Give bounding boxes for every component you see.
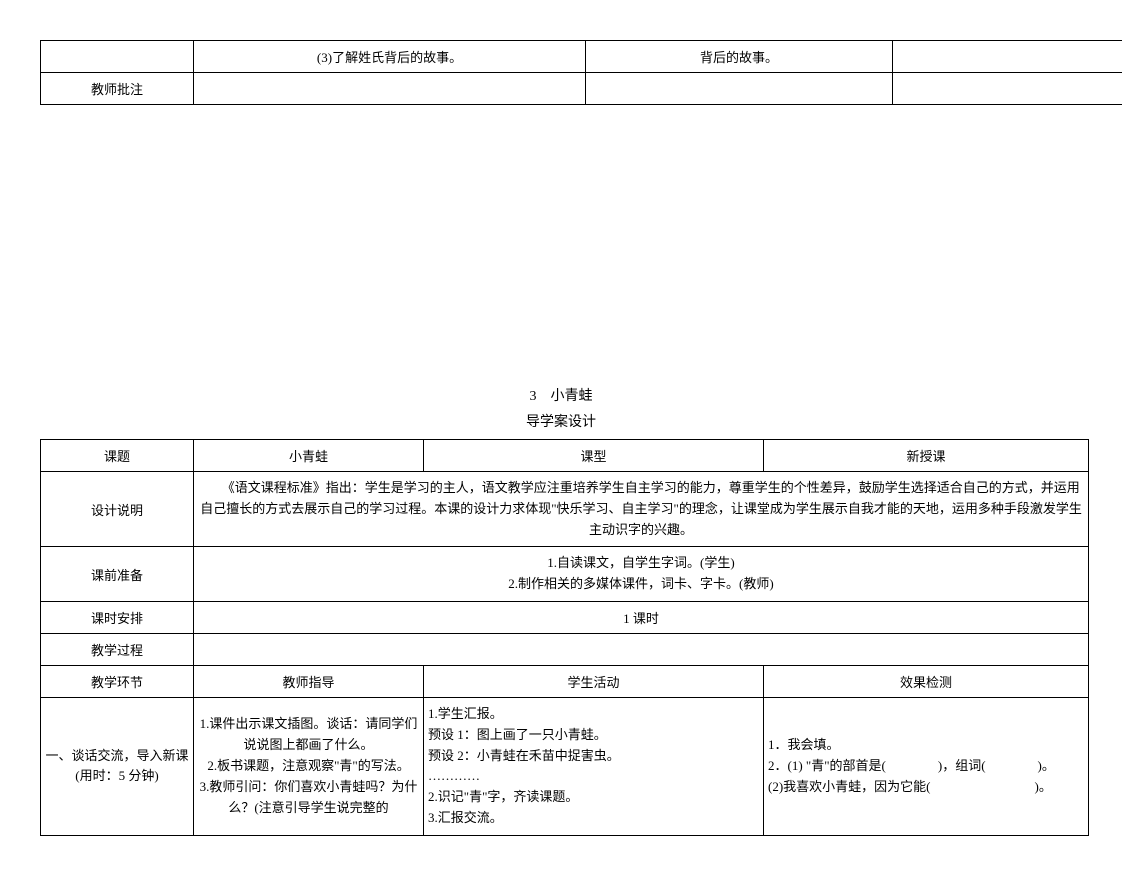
prep-text: 1.自读课文，自学生字词。(学生) 2.制作相关的多媒体课件，词卡、字卡。(教师… bbox=[194, 547, 1089, 602]
table-top: (3)了解姓氏背后的故事。 背后的故事。 教师批注 bbox=[40, 40, 1122, 105]
cell bbox=[893, 73, 1122, 105]
cell bbox=[41, 41, 194, 73]
process-empty bbox=[194, 633, 1089, 665]
design-label: 设计说明 bbox=[41, 472, 194, 547]
cell bbox=[586, 73, 893, 105]
table-row: 教学环节 教师指导 学生活动 效果检测 bbox=[41, 665, 1089, 697]
lesson-subtitle: 导学案设计 bbox=[40, 411, 1082, 431]
time-label: 课时安排 bbox=[41, 601, 194, 633]
table-row: 设计说明 《语文课程标准》指出：学生是学习的主人，语文教学应注重培养学生自主学习… bbox=[41, 472, 1089, 547]
table-row: 课题 小青蛙 课型 新授课 bbox=[41, 440, 1089, 472]
segment1-label: 一、谈话交流，导入新课(用时：5 分钟) bbox=[41, 697, 194, 835]
cell: (3)了解姓氏背后的故事。 bbox=[194, 41, 586, 73]
header-type-label: 课型 bbox=[424, 440, 764, 472]
header-type: 新授课 bbox=[764, 440, 1089, 472]
lesson-title-section: 3 小青蛙 导学案设计 bbox=[40, 385, 1082, 431]
lesson-title: 3 小青蛙 bbox=[40, 385, 1082, 405]
cell bbox=[893, 41, 1122, 73]
table-row: 教师批注 bbox=[41, 73, 1122, 105]
segment-header-1: 教学环节 bbox=[41, 665, 194, 697]
table-row: (3)了解姓氏背后的故事。 背后的故事。 bbox=[41, 41, 1122, 73]
segment-header-4: 效果检测 bbox=[764, 665, 1089, 697]
table-row: 课前准备 1.自读课文，自学生字词。(学生) 2.制作相关的多媒体课件，词卡、字… bbox=[41, 547, 1089, 602]
cell bbox=[194, 73, 586, 105]
header-title: 小青蛙 bbox=[194, 440, 424, 472]
time-value: 1 课时 bbox=[194, 601, 1089, 633]
table-row: 一、谈话交流，导入新课(用时：5 分钟) 1.课件出示课文插图。谈话：请同学们说… bbox=[41, 697, 1089, 835]
table-lesson-plan: 课题 小青蛙 课型 新授课 设计说明 《语文课程标准》指出：学生是学习的主人，语… bbox=[40, 439, 1089, 836]
segment-header-2: 教师指导 bbox=[194, 665, 424, 697]
process-label: 教学过程 bbox=[41, 633, 194, 665]
segment1-check: 1．我会填。 2．(1) "青"的部首是( )，组词( )。 (2)我喜欢小青蛙… bbox=[764, 697, 1089, 835]
table-row: 课时安排 1 课时 bbox=[41, 601, 1089, 633]
prep-line-1: 1.自读课文，自学生字词。(学生) bbox=[198, 553, 1084, 574]
segment-header-3: 学生活动 bbox=[424, 665, 764, 697]
prep-label: 课前准备 bbox=[41, 547, 194, 602]
table-row: 教学过程 bbox=[41, 633, 1089, 665]
cell-teacher-annotation: 教师批注 bbox=[41, 73, 194, 105]
header-topic: 课题 bbox=[41, 440, 194, 472]
segment1-student: 1.学生汇报。 预设 1：图上画了一只小青蛙。 预设 2：小青蛙在禾苗中捉害虫。… bbox=[424, 697, 764, 835]
cell: 背后的故事。 bbox=[586, 41, 893, 73]
segment1-teacher: 1.课件出示课文插图。谈话：请同学们说说图上都画了什么。 2.板书课题，注意观察… bbox=[194, 697, 424, 835]
design-text: 《语文课程标准》指出：学生是学习的主人，语文教学应注重培养学生自主学习的能力，尊… bbox=[194, 472, 1089, 547]
prep-line-2: 2.制作相关的多媒体课件，词卡、字卡。(教师) bbox=[198, 574, 1084, 595]
